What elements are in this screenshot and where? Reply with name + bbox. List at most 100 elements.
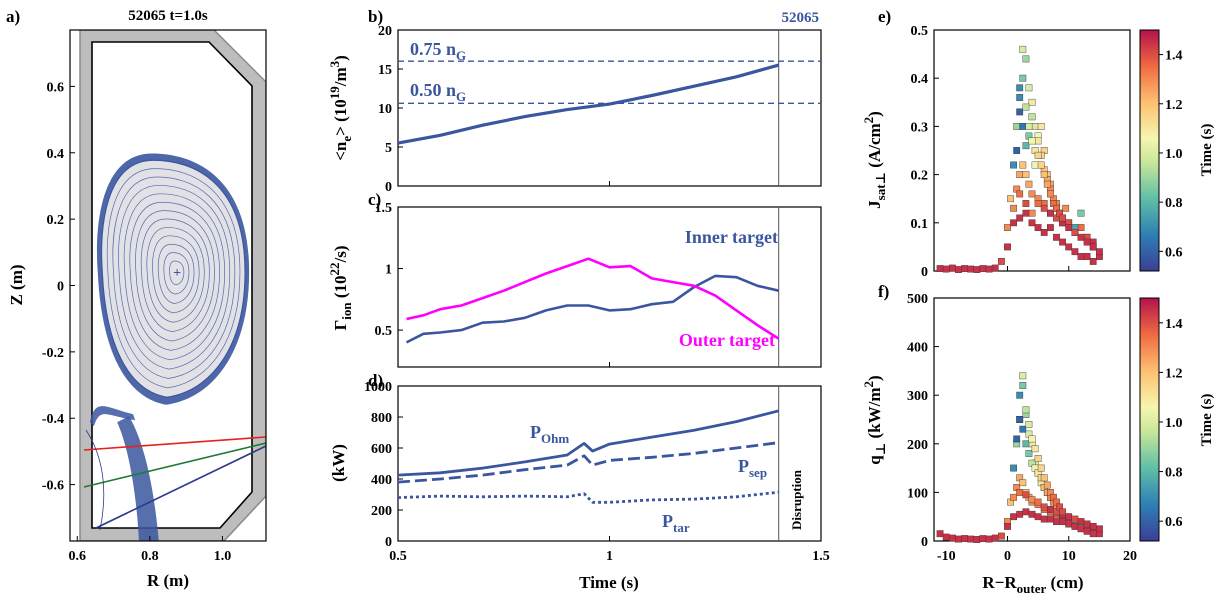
panel-e-point [1089,243,1097,251]
panel-e-point [961,265,969,272]
psep-label: Psep [738,456,767,480]
panel-d-ytick-label-0: 0 [385,535,392,550]
ng050-label: 0.50 nG [410,80,466,104]
panel-e-cbar-tick-label-1: 0.8 [1165,196,1183,211]
panel-f-point [1010,513,1018,521]
pohm-line [397,409,780,477]
panel-d-frame [397,385,822,542]
panel-e-point [936,265,944,272]
panel-e-point [1010,204,1018,212]
panel-b-ytick-label-4: 20 [378,24,392,39]
panel-e-point [1095,248,1103,256]
panel-c-ylabel: Γion (1022/s) [327,245,354,330]
panel-f-point [1065,513,1073,521]
panel-f-cbar-tick-label-3: 1.2 [1165,366,1183,381]
panel-b-shot: 52065 [782,10,820,26]
panel-f-point [1019,479,1027,487]
panel-e-cbar-tick-label-4: 1.4 [1165,49,1183,64]
panel-e-point [973,266,981,273]
flux-surface-3 [118,185,231,370]
panel-a-ytick-label-6: -0.6 [42,479,64,494]
panel-f-point [942,533,950,541]
panel-f-point [936,530,944,538]
panel-f-point [955,535,962,543]
panel-d-ytick-label-5: 1000 [364,380,392,395]
panel-e-point [1025,122,1033,130]
panel-e-point [1022,171,1030,178]
panel-e-point [1016,108,1024,116]
panel-c-ytick-label-2: 1.5 [375,201,393,216]
panel-e-point [1040,204,1048,212]
outer-target-label: Outer target [679,330,775,350]
panel-e-point [1065,224,1073,231]
plasma-flux-surfaces: + [90,153,250,541]
panel-e-point [1028,209,1036,217]
panel-e: e) 0 0.1 0.2 0.3 0.4 0.5 Jsat⊥ (A/cm2) 0.6 0.8… [861,7,1215,280]
panel-f-ytick-label-2: 200 [907,438,928,453]
panel-a-ytick-label-3: 0 [57,280,64,295]
density-line [397,63,780,145]
panel-c: c) 0.5 1 1.5 Inner target Outer target Γio… [327,190,822,368]
panel-e-cbar-tick-label-0: 0.6 [1165,245,1183,260]
panel-f-point [1037,464,1045,472]
panel-e-point [1059,214,1067,222]
panel-f-colorbar [1139,297,1160,542]
panel-f-point [1022,508,1030,516]
panel-f-ytick-label-5: 500 [907,292,928,307]
panel-a-xtick-label-0: 0.6 [69,549,87,564]
panel-c-ytick-label-0: 0.5 [375,324,393,339]
panel-d: d) 0 200 400 600 800 1000 0.5 1 1.5 POhm Psep Pt… [329,371,830,592]
panel-f-point [1019,382,1027,389]
panel-c-label: c) [368,190,381,209]
panel-f-point [1046,515,1054,523]
flux-surface-4 [123,193,226,361]
panel-e-point [991,264,999,272]
panel-f-point [1071,523,1079,530]
panel-f-colorbar-ticks: 0.6 0.8 1.0 1.2 1.4 [1159,317,1183,530]
flux-surface-7 [140,218,210,332]
inner-target-label: Inner target [685,227,778,247]
panel-e-point [1071,248,1079,256]
panel-f-label: f) [878,282,889,301]
panel-e-point [1077,253,1085,260]
panel-f-point [1028,496,1036,504]
inner-divertor-leg [90,406,136,427]
panel-e-point [998,258,1005,265]
panel-f-point [1031,445,1039,453]
panel-f-point [1016,510,1024,518]
panel-f-point [1034,498,1042,506]
panel-e-colorbar-ticks: 0.6 0.8 1.0 1.2 1.4 [1159,49,1183,260]
panel-f-point [961,535,969,543]
panel-b-ytick-label-0: 0 [385,180,392,195]
panel-d-plot: 0 200 400 600 800 1000 0.5 1 1.5 [364,380,830,564]
flux-surface-2 [112,176,236,379]
panel-f-plot: 0 100 200 300 400 500 -10 0 10 20 [907,292,1137,564]
panel-f-point [1010,464,1018,472]
panel-f-point [1025,421,1033,428]
panel-f-point [1025,450,1033,457]
panel-e-ytick-label-5: 0.5 [911,24,929,39]
panel-f-xtick-label-1: 0 [1004,549,1011,564]
panel-f-point [1071,515,1079,523]
panel-f-point [1022,406,1030,414]
panel-f-point [1065,520,1073,528]
panel-a-xtick-label-1: 0.8 [141,549,159,564]
panel-e-point [1025,84,1033,92]
panel-e-point [967,265,975,273]
panel-b-plot: 0 5 10 15 20 [378,24,822,195]
panel-e-point [1016,84,1024,92]
panel-e-ytick-label-0: 0 [921,265,928,280]
panel-b: b) 0 5 10 15 20 52065 0.75 nG 0.50 nG <ne> (… [327,7,822,195]
panel-f-point [1089,530,1097,538]
panel-e-cbar-tick-label-3: 1.2 [1165,98,1183,113]
panel-f-ytick-label-0: 0 [921,535,928,550]
panel-e-point [1065,243,1073,251]
panel-f-point [1059,518,1067,526]
panel-e-point [1028,190,1036,198]
panel-a-xtick-label-2: 1.0 [214,549,232,564]
panel-d-xtick-label-0: 0.5 [389,549,407,564]
panel-e-point [1019,74,1027,82]
panel-f-point [979,535,987,543]
magnetic-axis-marker: + [173,266,181,281]
panel-f-point [1019,372,1027,380]
